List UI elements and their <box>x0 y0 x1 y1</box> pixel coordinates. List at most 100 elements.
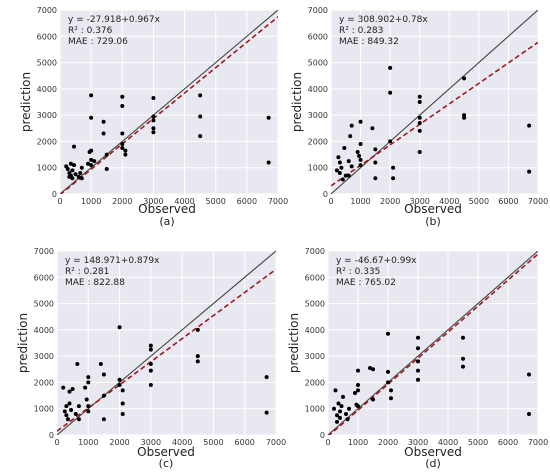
data-point <box>356 404 360 409</box>
x-tick-label: 4000 <box>172 438 192 447</box>
panel-3: 0 1000 2000 3000 4000 5000 6000 7000 0 1000 2000 30… <box>16 247 286 470</box>
data-point <box>195 327 200 332</box>
data-point <box>101 372 106 377</box>
x-tick-label: 5000 <box>468 438 488 447</box>
data-point <box>336 155 341 160</box>
y-tick-label: 4000 <box>37 85 57 94</box>
data-point <box>65 417 70 422</box>
data-point <box>389 396 393 401</box>
data-point <box>344 411 348 416</box>
data-point <box>416 335 420 340</box>
data-point <box>78 170 83 175</box>
y-tick-label: 0 <box>52 190 57 199</box>
data-point <box>333 388 338 393</box>
identity-line <box>57 251 276 435</box>
y-tick-label: 3000 <box>308 111 328 120</box>
regression-fit-line <box>331 41 538 187</box>
data-point <box>340 177 345 182</box>
y-tick-label: 2000 <box>305 378 325 387</box>
data-point <box>341 394 345 399</box>
data-point <box>89 93 94 98</box>
data-point <box>79 165 84 170</box>
y-tick-label: 6000 <box>37 32 57 41</box>
data-point <box>417 115 422 120</box>
annotation-line: R² : 0.376 <box>68 26 113 36</box>
y-tick-label: 0 <box>320 431 325 440</box>
data-point <box>151 114 156 119</box>
x-axis-label: Observed <box>404 202 462 216</box>
data-point <box>89 148 94 153</box>
annotation-line: R² : 0.283 <box>339 26 383 36</box>
data-point <box>101 417 106 422</box>
data-point <box>123 148 128 153</box>
x-tick-label: 7000 <box>266 438 286 447</box>
y-tick-label: 3000 <box>37 111 57 120</box>
data-point <box>86 404 91 409</box>
data-point <box>76 404 81 409</box>
data-point <box>338 415 342 420</box>
data-point <box>461 356 465 361</box>
y-tick-label: 2000 <box>308 137 328 146</box>
data-point <box>527 411 531 416</box>
data-point <box>120 146 125 150</box>
x-tick-label: 2000 <box>378 438 398 447</box>
data-point <box>79 176 84 181</box>
data-point <box>338 409 342 414</box>
data-point <box>64 413 69 418</box>
data-point <box>356 383 360 388</box>
data-point <box>64 404 69 409</box>
data-point <box>386 331 390 336</box>
data-point <box>527 123 532 128</box>
data-point <box>356 368 360 373</box>
data-point <box>343 173 348 178</box>
panel-label: (c) <box>159 457 174 470</box>
data-point <box>349 123 354 128</box>
data-point <box>345 417 350 422</box>
data-point <box>357 153 362 158</box>
data-point <box>70 168 75 173</box>
y-tick-label: 1000 <box>37 164 57 173</box>
x-tick-label: 6000 <box>235 438 255 447</box>
y-tick-label: 0 <box>323 190 328 199</box>
x-tick-label: 0 <box>328 197 333 206</box>
data-point <box>462 115 467 120</box>
annotation-line: MAE : 765.02 <box>336 278 396 288</box>
data-point <box>358 163 363 168</box>
annotation-line: MAE : 822.88 <box>65 278 125 288</box>
y-tick-label: 2000 <box>37 137 57 146</box>
annotation-line: R² : 0.281 <box>65 267 109 277</box>
data-point <box>148 347 153 352</box>
data-point <box>84 397 89 402</box>
data-point <box>358 157 363 162</box>
x-tick-label: 1000 <box>81 197 101 206</box>
data-point <box>70 387 75 391</box>
data-point <box>120 94 125 99</box>
y-tick-label: 6000 <box>34 273 54 282</box>
data-point <box>417 128 422 133</box>
data-point <box>73 172 78 177</box>
data-point <box>72 163 77 168</box>
data-point <box>120 131 125 136</box>
data-point <box>76 417 81 422</box>
data-point <box>527 372 531 377</box>
data-point <box>349 164 354 169</box>
data-point <box>388 65 393 70</box>
data-point <box>358 142 363 147</box>
data-point <box>356 388 360 393</box>
data-point <box>69 408 74 413</box>
data-point <box>417 121 422 126</box>
data-point <box>195 354 200 359</box>
x-tick-label: 4000 <box>438 438 458 447</box>
regression-fit-line <box>57 268 276 432</box>
y-tick-label: 1000 <box>34 405 54 414</box>
x-tick-label: 1000 <box>350 197 370 206</box>
data-point <box>198 134 203 139</box>
identity-line <box>328 251 538 435</box>
x-tick-label: 0 <box>54 438 59 447</box>
data-point <box>120 411 125 416</box>
data-point <box>416 368 420 373</box>
x-tick-label: 2000 <box>109 438 129 447</box>
panel-1: 0 1000 2000 3000 4000 5000 6000 7000 0 1000 2000 30… <box>19 6 288 228</box>
y-tick-label: 4000 <box>308 85 328 94</box>
